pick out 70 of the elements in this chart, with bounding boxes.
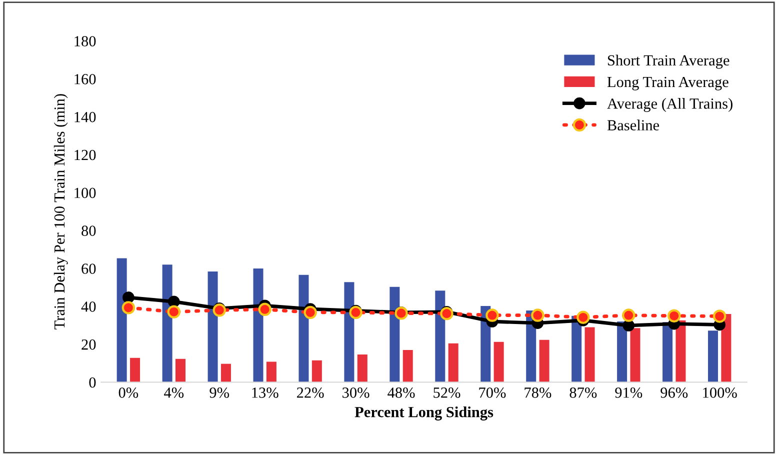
x-tick-label: 87% xyxy=(570,388,597,398)
point xyxy=(440,306,454,320)
bar xyxy=(662,322,673,382)
point xyxy=(349,306,362,320)
bar xyxy=(298,274,309,382)
bar xyxy=(676,320,686,382)
bar xyxy=(448,343,458,382)
point xyxy=(212,304,226,317)
point xyxy=(122,292,134,304)
point xyxy=(531,308,544,322)
x-tick-label: 100% xyxy=(703,388,737,398)
x-tick-label: 0% xyxy=(118,388,138,398)
bar xyxy=(390,286,400,382)
bar xyxy=(175,358,186,382)
bar xyxy=(253,268,264,382)
bar xyxy=(266,362,276,382)
x-tick-label: 9% xyxy=(210,388,230,398)
x-tick-label: 30% xyxy=(342,388,370,398)
point xyxy=(576,310,590,324)
legend-label: Baseline xyxy=(607,120,660,130)
bar xyxy=(617,322,628,382)
point xyxy=(258,302,272,316)
bar xyxy=(630,328,640,382)
point xyxy=(668,309,681,322)
bar xyxy=(357,354,368,382)
bar xyxy=(584,327,595,382)
point xyxy=(712,310,726,323)
x-tick-label: 91% xyxy=(615,388,642,398)
legend-label: Long Train Average xyxy=(607,76,728,90)
point xyxy=(486,308,499,322)
bar xyxy=(130,358,140,382)
bar xyxy=(220,364,231,382)
point xyxy=(304,306,317,320)
y-tick-label: 20 xyxy=(82,339,96,350)
bar xyxy=(435,290,446,382)
y-tick-label: 100 xyxy=(74,188,96,198)
point xyxy=(122,301,136,314)
y-tick-label: 120 xyxy=(74,150,96,160)
point xyxy=(167,305,180,318)
point xyxy=(168,296,180,308)
x-tick-label: 4% xyxy=(164,388,184,398)
point xyxy=(622,320,635,332)
bar xyxy=(162,264,172,382)
x-tick-label: 78% xyxy=(524,388,552,398)
x-tick-label: 96% xyxy=(660,388,688,398)
point xyxy=(622,308,636,322)
y-tick-label: 40 xyxy=(81,302,96,312)
bar xyxy=(116,258,127,382)
y-axis-title: Train Delay Per 100 Train Miles (min) xyxy=(54,94,68,330)
x-tick-label: 22% xyxy=(296,388,324,398)
bar xyxy=(344,282,354,382)
y-tick-label: 160 xyxy=(74,74,96,84)
bar xyxy=(539,340,550,382)
y-tick-label: 0 xyxy=(89,377,96,388)
legend-label: Short Train Average xyxy=(608,54,730,69)
x-tick-label: 52% xyxy=(434,388,460,398)
bar xyxy=(402,350,413,382)
x-tick-label: 13% xyxy=(252,388,278,398)
bar xyxy=(708,330,718,382)
bar xyxy=(312,360,322,382)
x-tick-label: 48% xyxy=(388,388,415,398)
x-axis-title: Percent Long Sidings xyxy=(354,406,494,420)
bar xyxy=(208,271,218,382)
y-tick-label: 80 xyxy=(82,226,96,236)
y-tick-label: 180 xyxy=(74,36,96,46)
bar xyxy=(494,342,504,382)
y-tick-label: 60 xyxy=(82,264,96,274)
legend-label: Average (All Trains) xyxy=(607,98,732,112)
x-tick-label: 70% xyxy=(479,388,506,398)
y-tick-label: 140 xyxy=(74,112,96,122)
